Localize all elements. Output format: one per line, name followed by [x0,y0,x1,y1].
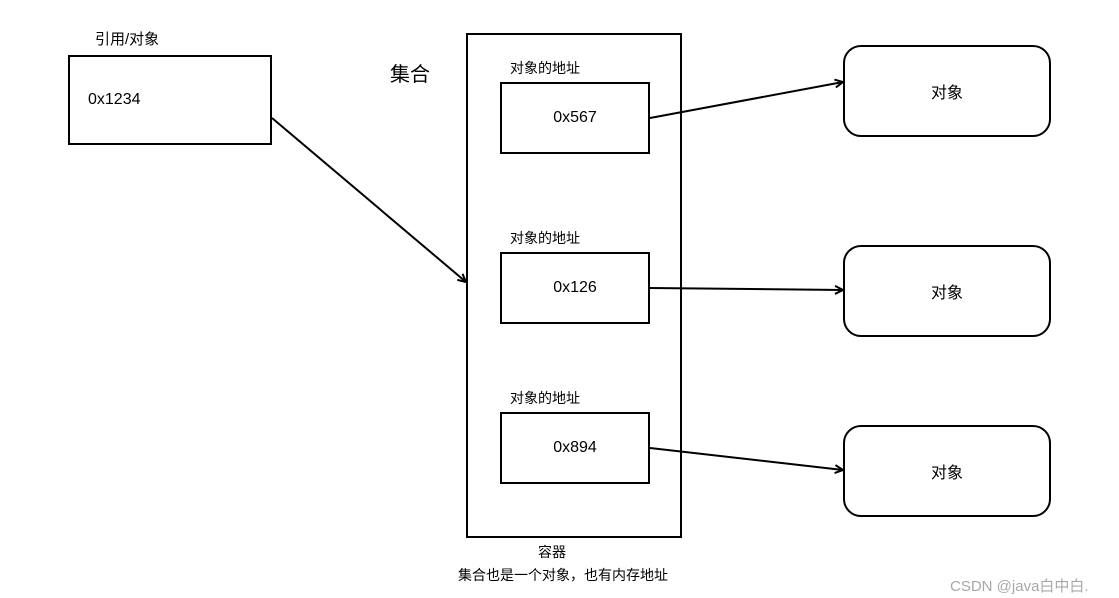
reference-title: 引用/对象 [95,28,159,49]
object-label-0: 对象 [931,79,963,103]
item-value-1: 0x126 [553,279,597,297]
object-box-1: 对象 [843,245,1051,337]
reference-box: 0x1234 [68,55,272,145]
object-label-2: 对象 [931,459,963,483]
watermark: CSDN @java白中白. [950,575,1089,596]
item-value-0: 0x567 [553,109,597,127]
item-label-0: 对象的地址 [510,58,580,78]
item-box-1: 0x126 [500,252,650,324]
item-label-1: 对象的地址 [510,228,580,248]
object-box-2: 对象 [843,425,1051,517]
item-value-2: 0x894 [553,439,597,457]
reference-value: 0x1234 [88,91,141,109]
item-label-2: 对象的地址 [510,388,580,408]
collection-title: 集合 [390,58,430,87]
item-box-2: 0x894 [500,412,650,484]
container-footer-1: 容器 [538,542,566,562]
item-box-0: 0x567 [500,82,650,154]
object-label-1: 对象 [931,279,963,303]
object-box-0: 对象 [843,45,1051,137]
arrow-ref-to-collection [272,118,466,282]
container-footer-2: 集合也是一个对象，也有内存地址 [458,565,668,585]
